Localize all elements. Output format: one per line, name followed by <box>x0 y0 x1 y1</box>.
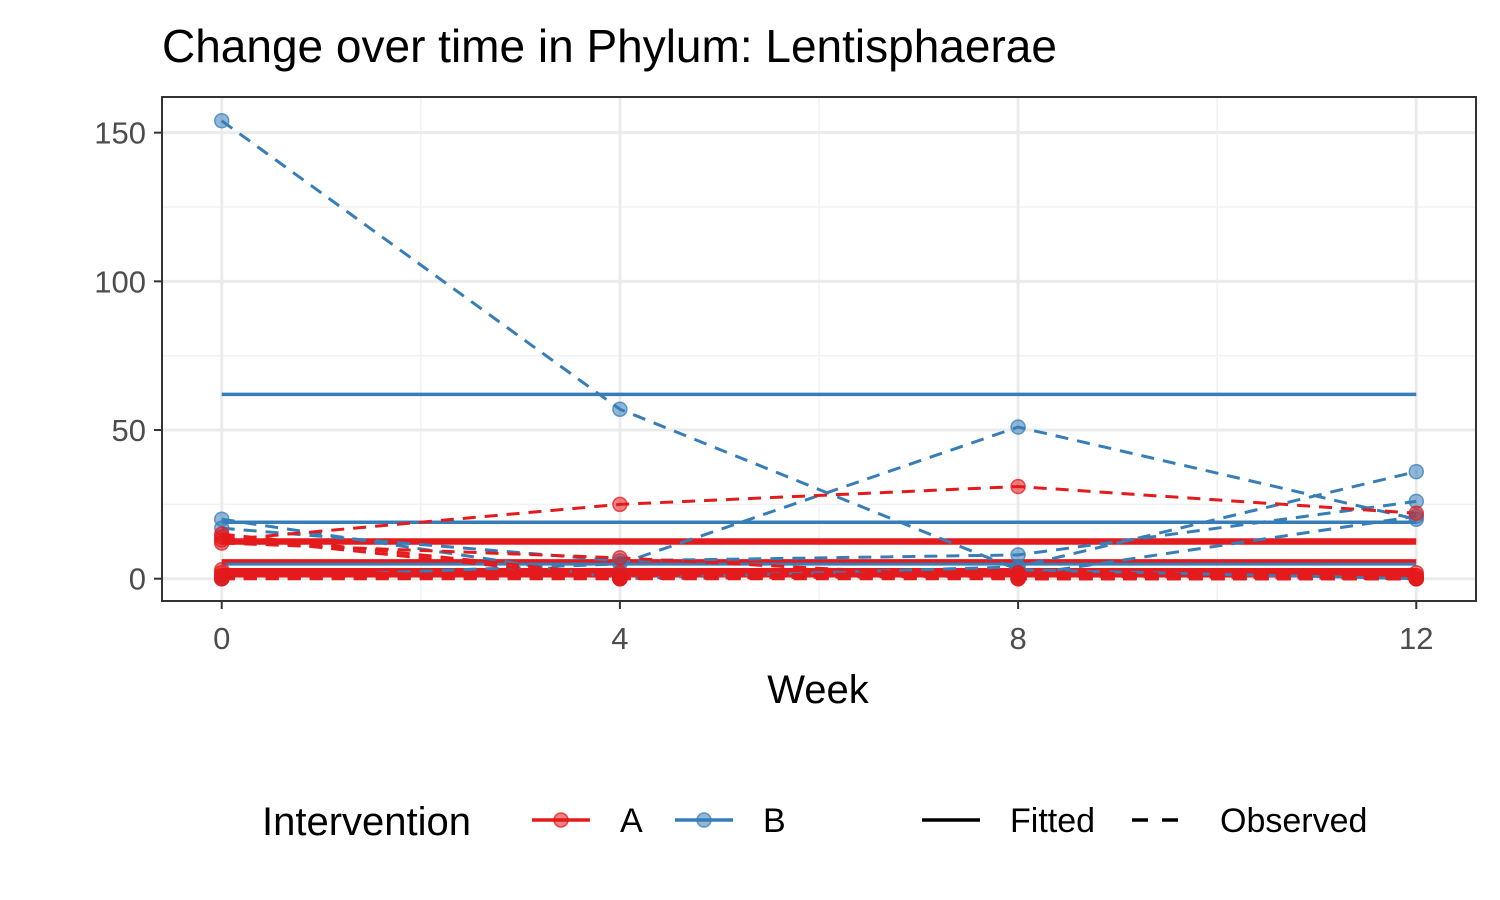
legend-label-observed: Observed <box>1220 802 1367 840</box>
y-tick-label: 100 <box>94 264 146 299</box>
panel-border <box>161 96 1477 602</box>
data-point-B <box>213 113 230 129</box>
legend: Intervention A B Fitted Observed <box>262 800 1367 844</box>
legend-key-point-A <box>553 812 569 828</box>
legend-title: Intervention <box>262 800 471 844</box>
data-point-A <box>1408 570 1425 587</box>
legend-key-point-B <box>696 812 712 828</box>
observed-line-A <box>221 568 1417 581</box>
x-tick-label: 4 <box>611 621 628 656</box>
x-tick-label: 0 <box>213 621 230 656</box>
data-point-B <box>1010 547 1026 563</box>
data-points <box>213 113 1425 587</box>
observed-line-B <box>221 425 1417 581</box>
data-point-B <box>1010 419 1026 435</box>
y-tick-label: 50 <box>112 413 146 448</box>
observed-line-B <box>220 119 1417 581</box>
chart-title: Change over time in Phylum: Lentisphaera… <box>162 20 1057 72</box>
data-point-B <box>1408 463 1425 480</box>
x-axis-title: Week <box>767 668 870 712</box>
y-tick-label: 0 <box>129 562 146 597</box>
data-point-A <box>213 562 230 578</box>
data-point-A <box>612 496 628 513</box>
legend-label-A: A <box>620 802 643 840</box>
x-tick-label: 12 <box>1399 621 1433 656</box>
y-tick-label: 150 <box>94 116 146 151</box>
axis-ticks: 0 4 8 12 0 50 100 150 <box>94 116 1433 656</box>
data-point-A <box>612 550 628 566</box>
data-point-B <box>612 401 628 417</box>
data-point-A <box>213 529 230 545</box>
observed-line-A <box>221 485 1417 542</box>
legend-label-fitted: Fitted <box>1010 802 1095 840</box>
observed-lines <box>220 119 1417 581</box>
data-point-A <box>612 570 628 587</box>
data-point-A <box>1010 478 1026 495</box>
x-tick-label: 8 <box>1009 621 1026 656</box>
observed-line-B <box>221 499 1417 563</box>
legend-label-B: B <box>763 802 786 840</box>
data-point-A <box>1010 567 1026 584</box>
data-point-A <box>1408 505 1425 522</box>
